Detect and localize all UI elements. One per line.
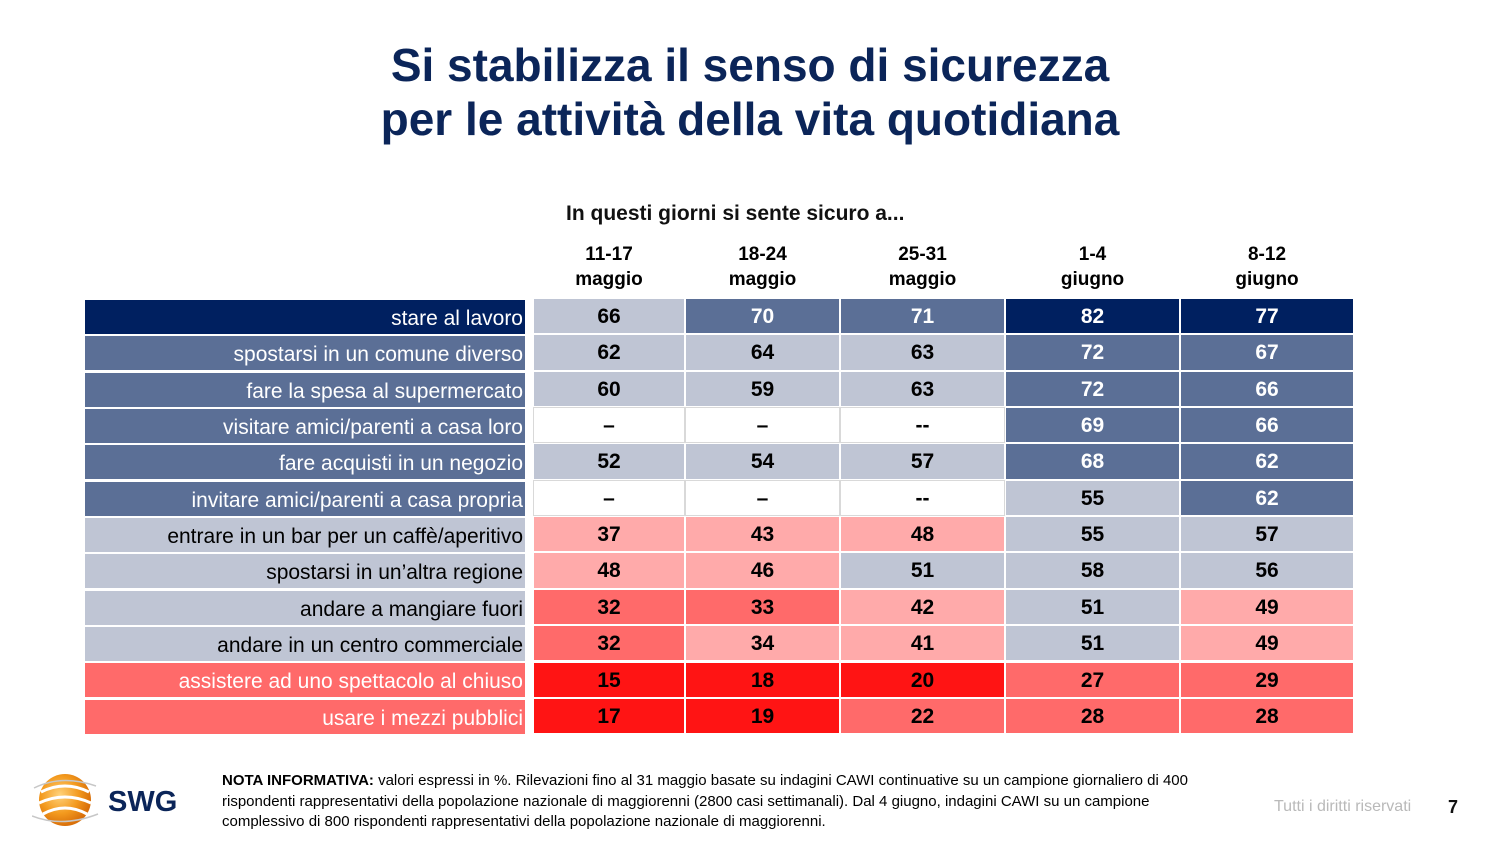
row-label: spostarsi in un comune diverso [85,336,525,371]
table-cell: – [533,407,685,444]
table-cell: 52 [533,443,685,480]
table-cell: 66 [1180,370,1354,408]
column-header-period: 8-12 [1247,244,1287,265]
table-cell: 70 [685,298,840,335]
rights-reserved: Tutti i diritti riservati [1274,798,1412,815]
column-header-period: 1-4 [1078,244,1107,265]
table-cell: 66 [533,298,685,335]
table-cell: 27 [1005,661,1180,698]
table-cell: 32 [533,588,685,626]
table-cell: 54 [685,443,840,480]
table-cell: 33 [685,588,840,626]
table-cell: 63 [840,334,1005,371]
table-cell: 63 [840,370,1005,408]
table-cell: – [685,479,840,517]
table-cell: 28 [1180,697,1354,735]
table-cell: 62 [1180,479,1354,517]
row-label: invitare amici/parenti a casa propria [85,481,525,516]
table-cell: 58 [1005,552,1180,589]
row-labels: stare al lavoro spostarsi in un comune di… [85,300,525,736]
slide-title-line-2: per le attività della vita quotidiana [380,93,1120,145]
info-note-text: valori espressi in %. Rilevazioni fino a… [222,772,1188,830]
table-cell: 57 [840,443,1005,480]
table-cell: -- [840,407,1005,444]
table-cell: 19 [685,697,840,735]
row-label: entrare in un bar per un caffè/aperitivo [85,518,525,553]
table-cell: 77 [1180,298,1354,335]
column-header-period: 11-17 [585,244,633,265]
table-cell: 57 [1180,516,1354,553]
table-cell: 41 [840,625,1005,662]
table-cell: 62 [1180,443,1354,480]
column-header-month: giugno [1235,269,1299,290]
table-cell: 55 [1005,516,1180,553]
table-cell: -- [840,479,1005,517]
table-cell: 37 [533,516,685,553]
table-cell: – [685,407,840,444]
table-cell: 32 [533,625,685,662]
column-header-month: maggio [888,269,957,290]
table-cell: 55 [1005,479,1180,517]
page-number: 7 [1448,797,1459,817]
table-cell: 64 [685,334,840,371]
table-cell: 42 [840,588,1005,626]
table-cell: 51 [840,552,1005,589]
slide-title-line-1: Si stabilizza il senso di sicurezza [390,39,1110,91]
table-cell: 22 [840,697,1005,735]
table-cell: 69 [1005,407,1180,444]
table-cell: 48 [840,516,1005,553]
table-cell: – [533,479,685,517]
table-cell: 72 [1005,334,1180,371]
info-note-label: NOTA INFORMATIVA: [222,772,374,789]
row-label: visitare amici/parenti a casa loro [85,409,525,444]
column-header-period: 25-31 [898,244,947,265]
table-cell: 71 [840,298,1005,335]
info-note: NOTA INFORMATIVA: valori espressi in %. … [222,771,1232,833]
logo-text: SWG [108,786,177,818]
column-header: 1-4 giugno [1005,242,1180,292]
table-cell: 48 [533,552,685,589]
column-header-month: maggio [728,269,797,290]
table-cell: 18 [685,661,840,698]
table-cell: 67 [1180,334,1354,371]
table-cell: 17 [533,697,685,735]
table-cell: 66 [1180,407,1354,444]
table-cell: 60 [533,370,685,408]
table-cell: 68 [1005,443,1180,480]
column-header-period: 18-24 [738,244,787,265]
table-cell: 46 [685,552,840,589]
table-cell: 59 [685,370,840,408]
row-label: assistere ad uno spettacolo al chiuso [85,663,525,698]
row-label: spostarsi in un’altra regione [85,554,525,589]
row-label: stare al lavoro [85,300,525,334]
table-cell: 82 [1005,298,1180,335]
row-label: andare in un centro commerciale [85,627,525,662]
table-cell: 28 [1005,697,1180,735]
column-header: 25-31 maggio [840,242,1005,292]
row-label: andare a mangiare fuori [85,590,525,625]
table-cell: 56 [1180,552,1354,589]
table-cell: 62 [533,334,685,371]
table-cell: 43 [685,516,840,553]
slide-title: Si stabilizza il senso di sicurezza per … [0,38,1500,146]
row-label: fare acquisti in un negozio [85,445,525,480]
table-cell: 49 [1180,625,1354,662]
table-cell: 29 [1180,661,1354,698]
table-cell: 51 [1005,625,1180,662]
column-header-month: giugno [1060,269,1125,290]
swg-logo: SWG [32,774,177,826]
table-cell: 34 [685,625,840,662]
table-cell: 49 [1180,588,1354,626]
chart-question: In questi giorni si sente sicuro a... [566,202,905,225]
column-header-month: maggio [575,269,643,290]
row-label: fare la spesa al supermercato [85,372,525,407]
table-cell: 51 [1005,588,1180,626]
table-cell: 15 [533,661,685,698]
column-header: 18-24 maggio [685,242,840,292]
row-label: usare i mezzi pubblici [85,699,525,734]
column-header: 11-17 maggio [533,242,685,292]
table-cell: 72 [1005,370,1180,408]
column-header: 8-12 giugno [1180,242,1354,292]
table-cell: 20 [840,661,1005,698]
